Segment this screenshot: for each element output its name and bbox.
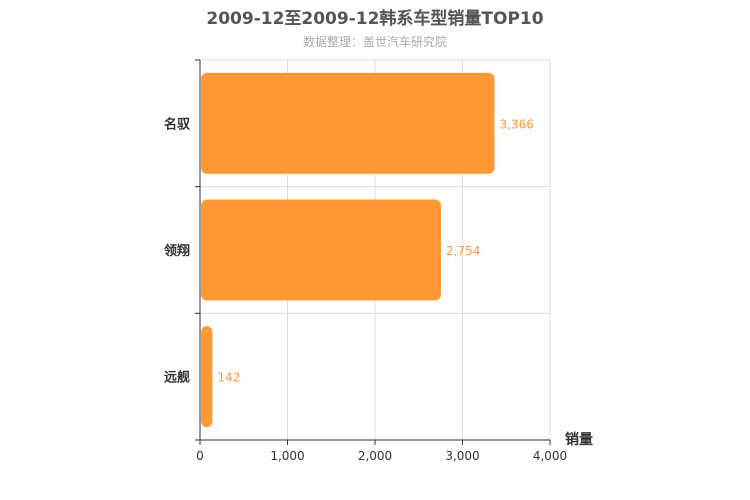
category-label: 名驭 xyxy=(164,116,191,132)
x-tick-label: 4,000 xyxy=(533,449,567,463)
x-tick-label: 0 xyxy=(196,449,204,463)
data-label: 3,366 xyxy=(500,117,534,131)
bar xyxy=(201,199,441,301)
chart-title: 2009-12至2009-12韩系车型销量TOP10 xyxy=(206,9,544,29)
labels: 0 1,000 2,000 3,000 4,000 名驭 3,366 领翔 2,754 远舰 142 xyxy=(164,116,567,463)
bars xyxy=(201,72,495,428)
bar xyxy=(201,326,213,428)
category-label: 远舰 xyxy=(164,370,190,386)
axes xyxy=(195,59,551,445)
x-tick-label: 1,000 xyxy=(270,449,304,463)
x-tick-label: 2,000 xyxy=(358,449,392,463)
x-axis-label: 销量 xyxy=(565,431,593,448)
x-tick-label: 3,000 xyxy=(445,449,479,463)
chart-subtitle: 数据整理：盖世汽车研究院 xyxy=(302,35,447,49)
category-label: 领翔 xyxy=(164,243,190,259)
data-label: 2,754 xyxy=(446,244,480,258)
data-label: 142 xyxy=(217,371,240,385)
bar xyxy=(201,72,495,174)
